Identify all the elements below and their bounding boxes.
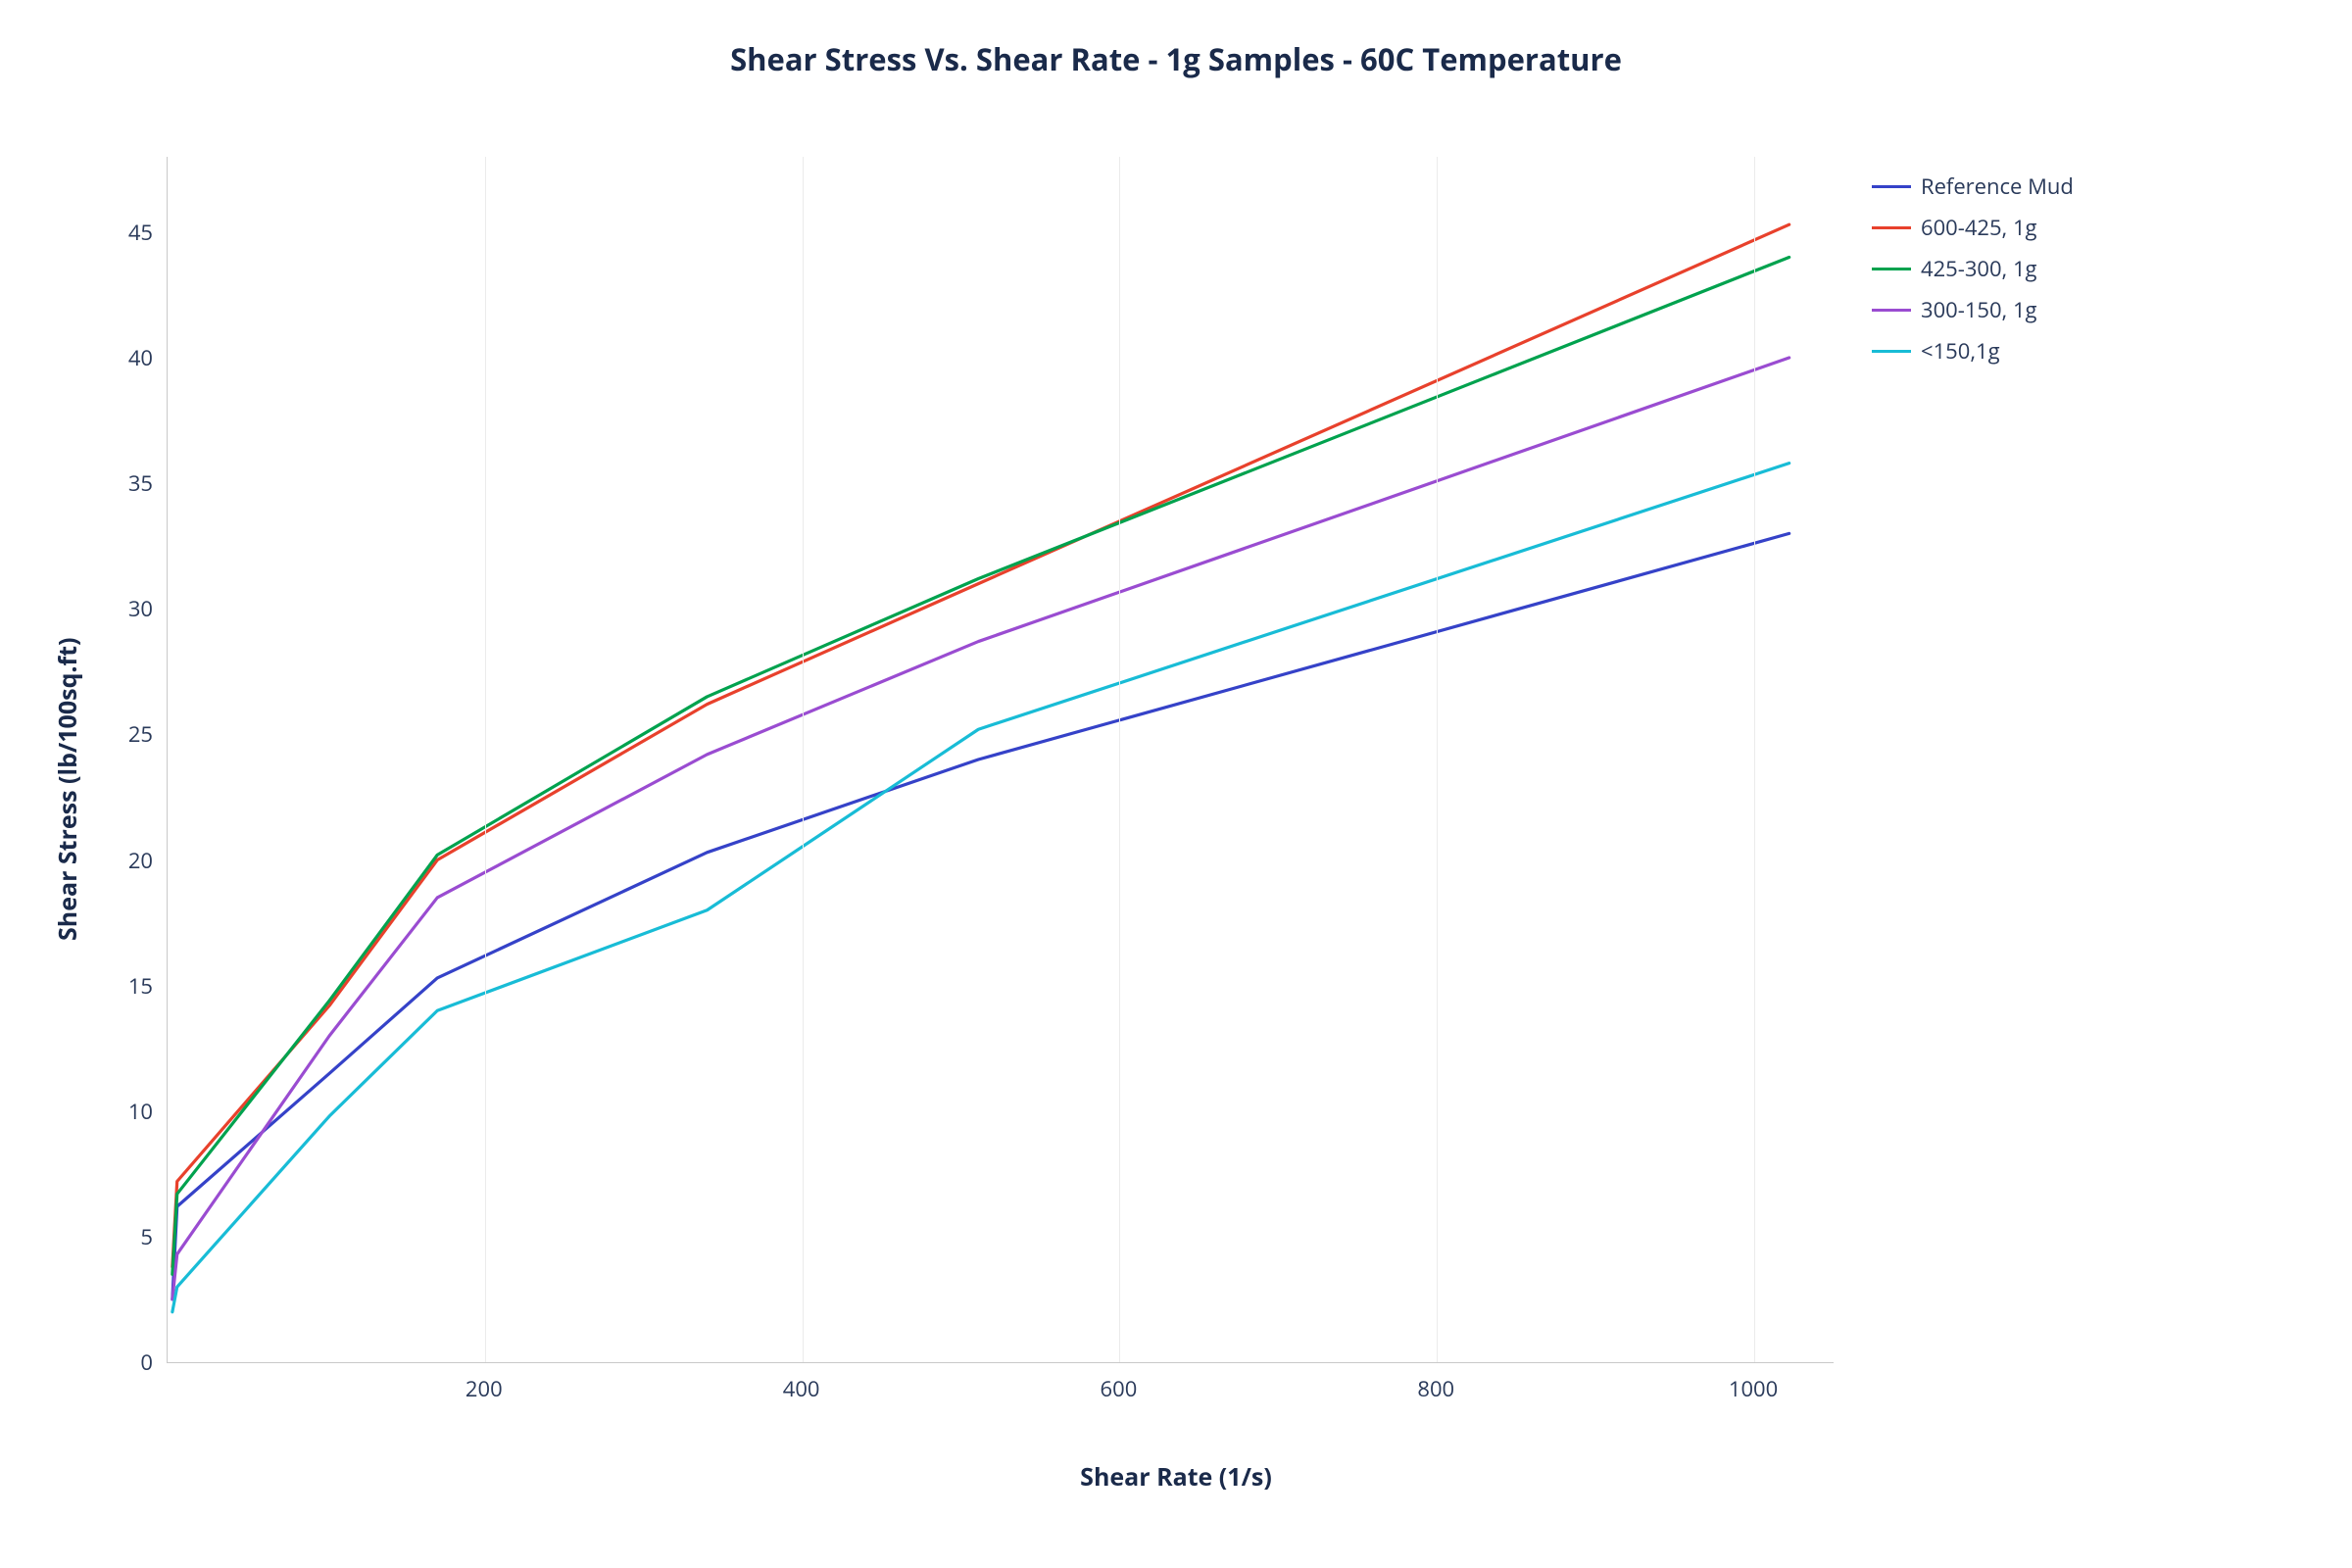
legend-swatch [1872, 226, 1911, 229]
legend-label: 425-300, 1g [1921, 254, 2037, 283]
series-line [172, 224, 1789, 1266]
legend-swatch [1872, 185, 1911, 188]
series-line [172, 533, 1789, 1299]
y-tick-label: 5 [140, 1222, 153, 1251]
y-tick-label: 0 [140, 1348, 153, 1377]
legend-item[interactable]: Reference Mud [1872, 172, 2074, 201]
y-axis-title: Shear Stress (lb/100sq.ft) [51, 637, 84, 941]
gridline-v [1754, 157, 1755, 1362]
y-tick-label: 20 [128, 846, 153, 875]
series-line [172, 258, 1789, 1275]
y-tick-label: 15 [128, 971, 153, 1001]
series-line [172, 358, 1789, 1299]
y-tick-label: 40 [128, 343, 153, 372]
x-tick-label: 200 [466, 1374, 503, 1403]
gridline-v [803, 157, 804, 1362]
chart-lines-svg [168, 157, 1834, 1362]
gridline-v [1437, 157, 1438, 1362]
y-tick-label: 45 [128, 218, 153, 247]
y-tick-label: 25 [128, 719, 153, 749]
chart-root: Shear Stress Vs. Shear Rate - 1g Samples… [0, 0, 2352, 1568]
x-tick-label: 400 [783, 1374, 820, 1403]
legend-swatch [1872, 268, 1911, 270]
legend-swatch [1872, 309, 1911, 312]
legend-item[interactable]: 425-300, 1g [1872, 254, 2074, 283]
legend-label: <150,1g [1921, 336, 2000, 366]
x-tick-label: 600 [1101, 1374, 1138, 1403]
y-tick-label: 30 [128, 594, 153, 623]
legend-item[interactable]: <150,1g [1872, 336, 2074, 366]
gridline-v [485, 157, 486, 1362]
y-tick-label: 10 [128, 1097, 153, 1126]
gridline-v [1119, 157, 1120, 1362]
plot-area [167, 157, 1834, 1363]
legend-label: 300-150, 1g [1921, 295, 2037, 324]
legend-item[interactable]: 300-150, 1g [1872, 295, 2074, 324]
x-axis-title: Shear Rate (1/s) [0, 1460, 2352, 1494]
chart-title: Shear Stress Vs. Shear Rate - 1g Samples… [0, 39, 2352, 80]
legend-label: 600-425, 1g [1921, 213, 2037, 242]
x-tick-label: 1000 [1729, 1374, 1778, 1403]
legend-item[interactable]: 600-425, 1g [1872, 213, 2074, 242]
legend: Reference Mud 600-425, 1g 425-300, 1g 300-1… [1872, 172, 2074, 377]
y-tick-label: 35 [128, 468, 153, 498]
legend-swatch [1872, 350, 1911, 353]
legend-label: Reference Mud [1921, 172, 2074, 201]
x-tick-label: 800 [1417, 1374, 1454, 1403]
